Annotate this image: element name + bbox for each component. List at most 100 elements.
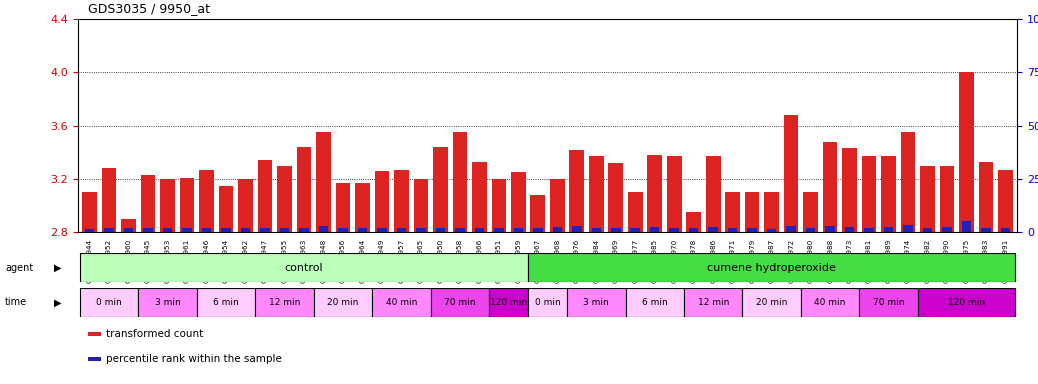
Bar: [394, 170, 409, 232]
Bar: [277, 166, 292, 232]
Bar: [80, 253, 528, 282]
Bar: [686, 212, 701, 232]
Bar: [959, 73, 974, 232]
Bar: [80, 288, 138, 317]
Bar: [862, 156, 876, 232]
Bar: [626, 288, 684, 317]
Bar: [433, 147, 447, 232]
Bar: [943, 227, 952, 232]
Text: 0 min: 0 min: [535, 298, 561, 307]
Bar: [104, 228, 114, 232]
Bar: [472, 162, 487, 232]
Bar: [297, 147, 311, 232]
Bar: [121, 219, 136, 232]
Text: 40 min: 40 min: [815, 298, 846, 307]
Text: 12 min: 12 min: [698, 298, 729, 307]
Text: 120 min: 120 min: [490, 298, 527, 307]
Text: GDS3035 / 9950_at: GDS3035 / 9950_at: [88, 2, 211, 15]
Bar: [611, 228, 621, 232]
Bar: [358, 228, 367, 232]
Bar: [431, 288, 489, 317]
Bar: [85, 228, 94, 232]
Text: 6 min: 6 min: [641, 298, 667, 307]
Bar: [413, 179, 428, 232]
Bar: [257, 161, 272, 232]
Bar: [630, 228, 640, 232]
Bar: [823, 142, 838, 232]
Bar: [299, 228, 308, 232]
Bar: [784, 115, 798, 232]
Bar: [764, 192, 778, 232]
Text: control: control: [284, 263, 323, 273]
Bar: [397, 228, 406, 232]
Bar: [528, 288, 567, 317]
Bar: [201, 228, 211, 232]
Bar: [592, 228, 601, 232]
Bar: [745, 192, 760, 232]
Text: 40 min: 40 min: [386, 298, 417, 307]
Bar: [767, 228, 776, 232]
Bar: [453, 132, 467, 232]
Bar: [319, 226, 328, 232]
Text: 3 min: 3 min: [583, 298, 609, 307]
Bar: [377, 228, 386, 232]
Text: cumene hydroperoxide: cumene hydroperoxide: [707, 263, 837, 273]
Bar: [570, 150, 584, 232]
Text: 70 min: 70 min: [873, 298, 904, 307]
Bar: [881, 156, 896, 232]
Bar: [979, 162, 993, 232]
Bar: [918, 288, 1015, 317]
Bar: [338, 228, 348, 232]
Bar: [141, 175, 156, 232]
Bar: [805, 228, 816, 232]
Bar: [82, 192, 97, 232]
Bar: [648, 155, 662, 232]
Bar: [375, 171, 389, 232]
Bar: [102, 168, 116, 232]
Bar: [143, 228, 153, 232]
Bar: [981, 228, 991, 232]
Bar: [416, 228, 426, 232]
Bar: [667, 156, 682, 232]
Bar: [138, 288, 197, 317]
Bar: [939, 166, 954, 232]
Bar: [317, 132, 331, 232]
Text: 20 min: 20 min: [327, 298, 358, 307]
Bar: [608, 163, 623, 232]
Bar: [180, 178, 194, 232]
Text: 3 min: 3 min: [155, 298, 181, 307]
Bar: [923, 228, 932, 232]
Text: agent: agent: [5, 263, 33, 273]
Bar: [845, 227, 854, 232]
Bar: [709, 227, 718, 232]
Bar: [199, 170, 214, 232]
Bar: [650, 227, 659, 232]
Bar: [455, 228, 465, 232]
Bar: [279, 228, 290, 232]
Text: 20 min: 20 min: [756, 298, 788, 307]
Bar: [684, 288, 742, 317]
Text: 120 min: 120 min: [948, 298, 985, 307]
Bar: [373, 288, 431, 317]
Bar: [530, 195, 545, 232]
Bar: [670, 228, 679, 232]
Bar: [999, 170, 1013, 232]
Bar: [183, 228, 192, 232]
Bar: [335, 183, 350, 232]
Bar: [726, 192, 740, 232]
Bar: [241, 228, 250, 232]
Bar: [552, 227, 562, 232]
Bar: [801, 288, 859, 317]
Bar: [742, 288, 801, 317]
Bar: [962, 220, 972, 232]
Bar: [511, 172, 525, 232]
Bar: [528, 253, 1015, 282]
Bar: [489, 288, 528, 317]
Bar: [494, 228, 503, 232]
Bar: [728, 228, 737, 232]
Text: ▶: ▶: [54, 263, 61, 273]
Bar: [163, 228, 172, 232]
Bar: [534, 228, 543, 232]
Bar: [313, 288, 373, 317]
Bar: [589, 156, 603, 232]
